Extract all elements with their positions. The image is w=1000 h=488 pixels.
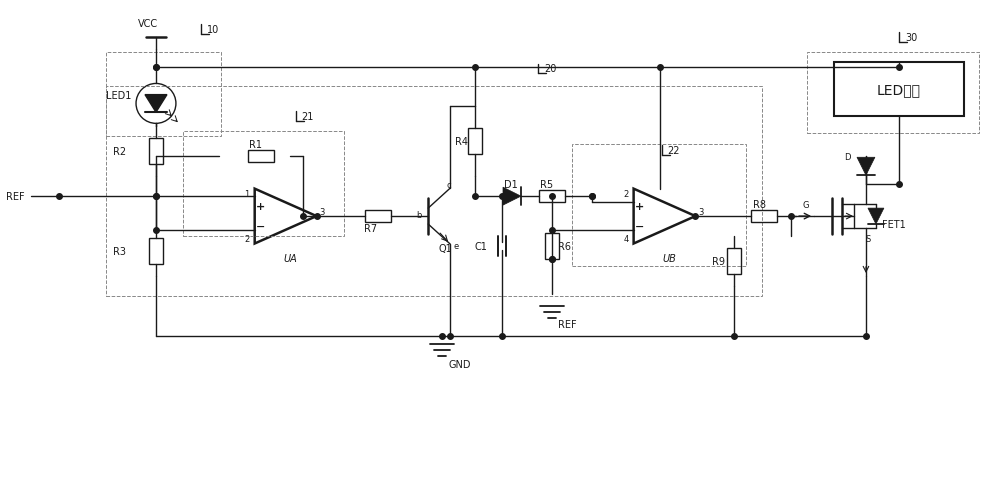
- Polygon shape: [503, 188, 521, 205]
- Bar: [468, 129, 482, 155]
- Bar: [751, 211, 777, 223]
- Bar: [834, 62, 964, 117]
- Text: D: D: [844, 152, 851, 162]
- Text: 30: 30: [905, 33, 917, 42]
- Text: REF: REF: [6, 192, 25, 202]
- Bar: [727, 248, 741, 274]
- Bar: [106, 87, 762, 296]
- Polygon shape: [868, 209, 884, 224]
- Text: 1: 1: [244, 190, 250, 199]
- Text: −: −: [635, 222, 644, 231]
- Text: Q1: Q1: [438, 244, 452, 253]
- Text: R7: R7: [364, 224, 377, 234]
- Text: REF: REF: [558, 319, 576, 329]
- Text: R2: R2: [113, 147, 126, 157]
- Bar: [539, 191, 565, 203]
- Text: R3: R3: [113, 246, 126, 257]
- Text: b: b: [416, 210, 422, 219]
- Text: R5: R5: [540, 180, 553, 190]
- Bar: [807, 52, 979, 134]
- Bar: [572, 145, 746, 266]
- Text: 3: 3: [320, 207, 325, 216]
- Text: C1: C1: [474, 242, 487, 251]
- Text: 4: 4: [623, 235, 629, 244]
- Text: LED模块: LED模块: [877, 83, 921, 97]
- Bar: [106, 52, 221, 137]
- Text: 21: 21: [302, 112, 314, 122]
- Bar: [149, 139, 163, 165]
- Bar: [248, 151, 274, 163]
- Text: +: +: [635, 202, 644, 212]
- Text: −: −: [256, 222, 265, 231]
- Text: 2: 2: [244, 235, 250, 244]
- Bar: [183, 132, 344, 237]
- Text: D1: D1: [504, 180, 518, 190]
- Text: +: +: [256, 202, 265, 212]
- Text: R6: R6: [558, 242, 571, 251]
- Bar: [365, 211, 391, 223]
- Polygon shape: [857, 158, 875, 176]
- Text: R9: R9: [712, 256, 725, 266]
- Polygon shape: [145, 96, 167, 113]
- Text: 3: 3: [698, 207, 704, 216]
- Text: R1: R1: [249, 140, 262, 150]
- Text: 2: 2: [623, 190, 629, 199]
- Text: LED1: LED1: [106, 91, 131, 101]
- Text: VCC: VCC: [138, 19, 158, 29]
- Bar: [149, 239, 163, 264]
- Text: 22: 22: [668, 146, 680, 156]
- Text: UA: UA: [284, 254, 297, 264]
- Text: 20: 20: [544, 64, 556, 74]
- Text: c: c: [446, 180, 451, 189]
- Text: S: S: [866, 234, 871, 243]
- Text: 10: 10: [207, 24, 219, 35]
- Text: R8: R8: [753, 200, 766, 210]
- Text: GND: GND: [448, 359, 471, 369]
- Text: UB: UB: [663, 254, 676, 264]
- Text: R4: R4: [455, 137, 468, 147]
- Text: G: G: [802, 200, 809, 209]
- Text: e: e: [453, 242, 458, 251]
- Bar: [545, 234, 559, 260]
- Text: FET1: FET1: [882, 220, 906, 229]
